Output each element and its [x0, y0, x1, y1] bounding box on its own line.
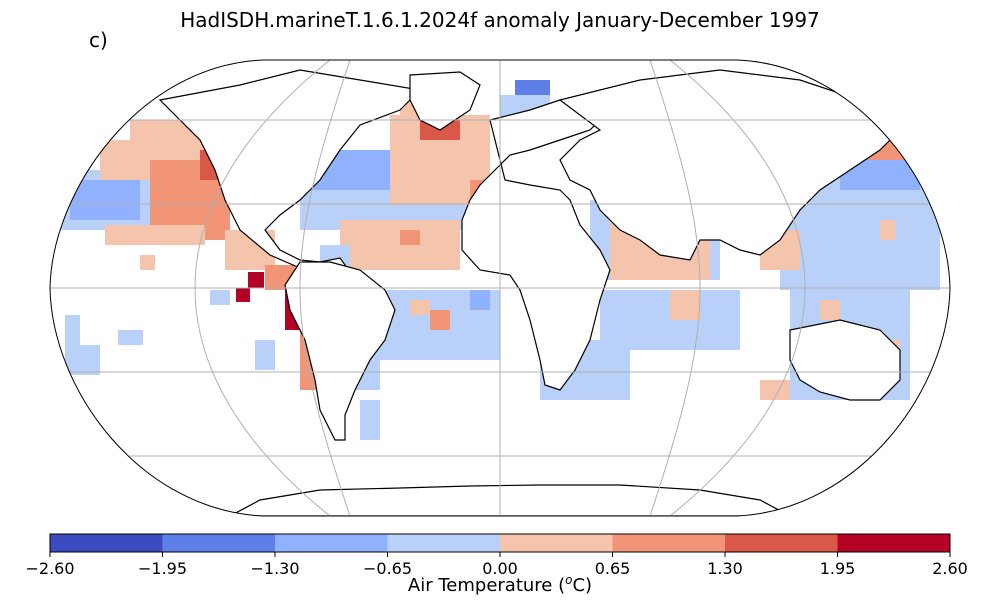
colorbar-tick-label: −1.95 [138, 559, 187, 578]
colorbar-bin-3 [387, 534, 501, 552]
globe [50, 60, 950, 516]
colorbar-label-text: Air Temperature ( [407, 575, 566, 596]
colorbar-tick-label: 2.60 [932, 559, 968, 578]
colorbar-bin-5 [612, 534, 726, 552]
colorbar [49, 533, 951, 553]
colorbar-tick-label: −1.30 [250, 559, 299, 578]
colorbar-tick-label: 1.30 [707, 559, 743, 578]
colorbar-label: Air Temperature (oC) [0, 573, 1000, 596]
colorbar-tick-label: 0.65 [595, 559, 631, 578]
colorbar-bin-1 [162, 534, 276, 552]
colorbar-tick-label: 1.95 [820, 559, 856, 578]
map-title: HadISDH.marineT.1.6.1.2024f anomaly Janu… [180, 8, 820, 32]
colorbar-tick-label: 0.00 [482, 559, 518, 578]
colorbar-bin-4 [500, 534, 613, 552]
colorbar-label-sup: o [565, 573, 573, 587]
globe-outline [49, 59, 951, 517]
colorbar-bin-0 [50, 534, 163, 552]
graticule [50, 60, 950, 516]
colorbar-bin-6 [725, 534, 838, 552]
colorbar-ticks: −2.60 −1.95 −1.30 −0.65 0.00 0.65 1.30 1.95 2.60 [25, 552, 968, 578]
panel-label: c) [89, 28, 108, 52]
colorbar-tick-label: −2.60 [25, 559, 74, 578]
colorbar-tick-label: −0.65 [363, 559, 412, 578]
colorbar-bin-2 [275, 534, 388, 552]
colorbar-bin-7 [837, 534, 951, 552]
colorbar-label-unit: C) [572, 575, 593, 596]
